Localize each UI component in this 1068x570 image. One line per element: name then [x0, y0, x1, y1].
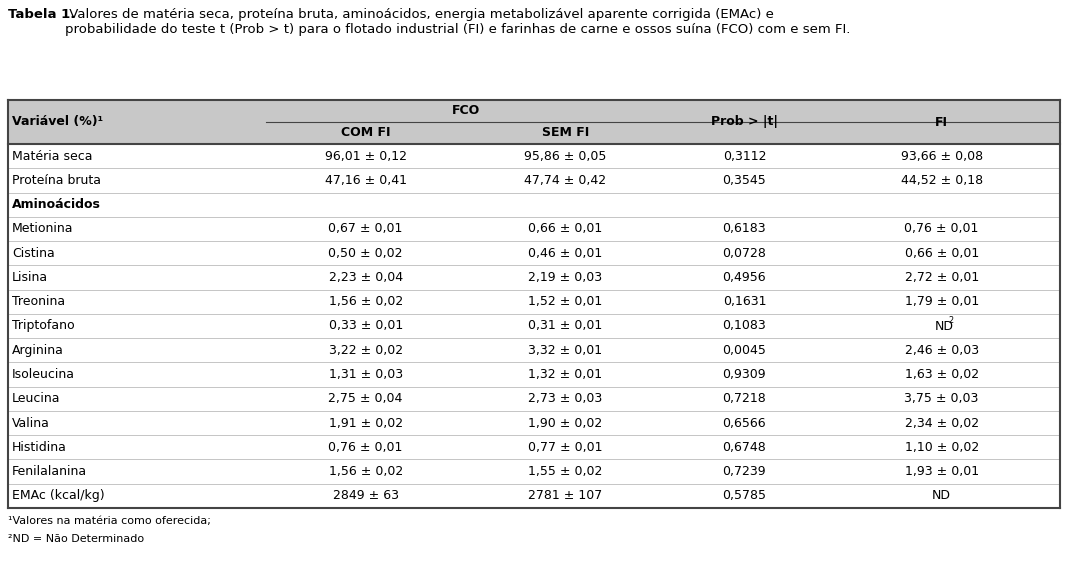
Text: Matéria seca: Matéria seca [12, 150, 93, 162]
Text: 1,10 ± 0,02: 1,10 ± 0,02 [905, 441, 978, 454]
Text: Proteína bruta: Proteína bruta [12, 174, 101, 187]
Text: 47,74 ± 0,42: 47,74 ± 0,42 [524, 174, 607, 187]
Text: 2,19 ± 0,03: 2,19 ± 0,03 [529, 271, 602, 284]
Text: 0,0045: 0,0045 [722, 344, 767, 357]
Text: 1,32 ± 0,01: 1,32 ± 0,01 [529, 368, 602, 381]
Text: Lisina: Lisina [12, 271, 48, 284]
Text: COM FI: COM FI [341, 127, 391, 140]
Text: EMAc (kcal/kg): EMAc (kcal/kg) [12, 490, 105, 502]
Text: 3,32 ± 0,01: 3,32 ± 0,01 [529, 344, 602, 357]
Text: Cistina: Cistina [12, 247, 54, 260]
Text: 0,77 ± 0,01: 0,77 ± 0,01 [529, 441, 602, 454]
Text: 3,22 ± 0,02: 3,22 ± 0,02 [329, 344, 403, 357]
Text: SEM FI: SEM FI [541, 127, 590, 140]
Text: 1,55 ± 0,02: 1,55 ± 0,02 [529, 465, 602, 478]
Text: 1,56 ± 0,02: 1,56 ± 0,02 [329, 295, 403, 308]
Text: Arginina: Arginina [12, 344, 64, 357]
Text: 0,7218: 0,7218 [723, 392, 766, 405]
Text: ND: ND [932, 490, 952, 502]
Text: 0,7239: 0,7239 [723, 465, 766, 478]
Text: ND: ND [934, 320, 954, 332]
Text: 96,01 ± 0,12: 96,01 ± 0,12 [325, 150, 407, 162]
Text: 0,1083: 0,1083 [723, 320, 766, 332]
Text: Valores de matéria seca, proteína bruta, aminoácidos, energia metabolizável apar: Valores de matéria seca, proteína bruta,… [65, 8, 850, 36]
Text: 0,50 ± 0,02: 0,50 ± 0,02 [329, 247, 403, 260]
Text: 44,52 ± 0,18: 44,52 ± 0,18 [900, 174, 983, 187]
Text: 3,75 ± 0,03: 3,75 ± 0,03 [905, 392, 979, 405]
Text: 0,4956: 0,4956 [723, 271, 766, 284]
Text: 2,72 ± 0,01: 2,72 ± 0,01 [905, 271, 978, 284]
Text: 0,1631: 0,1631 [723, 295, 766, 308]
Text: FI: FI [936, 116, 948, 128]
Text: 0,3545: 0,3545 [723, 174, 766, 187]
Text: FCO: FCO [452, 104, 480, 117]
Text: Histidina: Histidina [12, 441, 67, 454]
Text: 1,90 ± 0,02: 1,90 ± 0,02 [529, 417, 602, 430]
Text: 0,3112: 0,3112 [723, 150, 766, 162]
Bar [7, 100, 1061, 144]
Text: Isoleucina: Isoleucina [12, 368, 75, 381]
Text: 1,63 ± 0,02: 1,63 ± 0,02 [905, 368, 978, 381]
Text: 0,66 ± 0,01: 0,66 ± 0,01 [529, 222, 602, 235]
Text: 1,31 ± 0,03: 1,31 ± 0,03 [329, 368, 403, 381]
Text: Metionina: Metionina [12, 222, 74, 235]
Text: 0,6566: 0,6566 [723, 417, 766, 430]
Text: 0,0728: 0,0728 [722, 247, 767, 260]
Text: 2781 ± 107: 2781 ± 107 [529, 490, 602, 502]
Text: ²ND = Não Determinado: ²ND = Não Determinado [7, 534, 144, 544]
Text: 93,66 ± 0,08: 93,66 ± 0,08 [900, 150, 983, 162]
Text: 0,76 ± 0,01: 0,76 ± 0,01 [329, 441, 403, 454]
Text: 2,75 ± 0,04: 2,75 ± 0,04 [329, 392, 403, 405]
Text: 0,6183: 0,6183 [723, 222, 766, 235]
Text: 0,5785: 0,5785 [722, 490, 767, 502]
Text: 1,56 ± 0,02: 1,56 ± 0,02 [329, 465, 403, 478]
Text: 1,79 ± 0,01: 1,79 ± 0,01 [905, 295, 978, 308]
Text: Fenilalanina: Fenilalanina [12, 465, 88, 478]
Text: Aminoácidos: Aminoácidos [12, 198, 100, 211]
Text: 0,67 ± 0,01: 0,67 ± 0,01 [329, 222, 403, 235]
Text: Prob > |t|: Prob > |t| [711, 116, 778, 128]
Text: 0,66 ± 0,01: 0,66 ± 0,01 [905, 247, 978, 260]
Text: Treonina: Treonina [12, 295, 65, 308]
Text: 2,73 ± 0,03: 2,73 ± 0,03 [529, 392, 602, 405]
Text: 2,23 ± 0,04: 2,23 ± 0,04 [329, 271, 403, 284]
Text: 0,9309: 0,9309 [723, 368, 766, 381]
Text: 95,86 ± 0,05: 95,86 ± 0,05 [524, 150, 607, 162]
Text: 0,6748: 0,6748 [723, 441, 766, 454]
Text: 0,46 ± 0,01: 0,46 ± 0,01 [529, 247, 602, 260]
Text: 0,33 ± 0,01: 0,33 ± 0,01 [329, 320, 403, 332]
Text: 2,34 ± 0,02: 2,34 ± 0,02 [905, 417, 978, 430]
Text: 47,16 ± 0,41: 47,16 ± 0,41 [325, 174, 407, 187]
Text: 1,52 ± 0,01: 1,52 ± 0,01 [529, 295, 602, 308]
Text: Tabela 1.: Tabela 1. [7, 8, 76, 21]
Text: Variável (%)¹: Variável (%)¹ [12, 116, 104, 128]
Text: Leucina: Leucina [12, 392, 61, 405]
Text: 2,46 ± 0,03: 2,46 ± 0,03 [905, 344, 978, 357]
Text: ¹Valores na matéria como oferecida;: ¹Valores na matéria como oferecida; [7, 516, 210, 526]
Text: 0,76 ± 0,01: 0,76 ± 0,01 [905, 222, 979, 235]
Text: 0,31 ± 0,01: 0,31 ± 0,01 [529, 320, 602, 332]
Text: Triptofano: Triptofano [12, 320, 75, 332]
Text: 1,91 ± 0,02: 1,91 ± 0,02 [329, 417, 403, 430]
Text: 2849 ± 63: 2849 ± 63 [332, 490, 398, 502]
Text: 2: 2 [948, 316, 954, 325]
Text: 1,93 ± 0,01: 1,93 ± 0,01 [905, 465, 978, 478]
Text: Valina: Valina [12, 417, 50, 430]
